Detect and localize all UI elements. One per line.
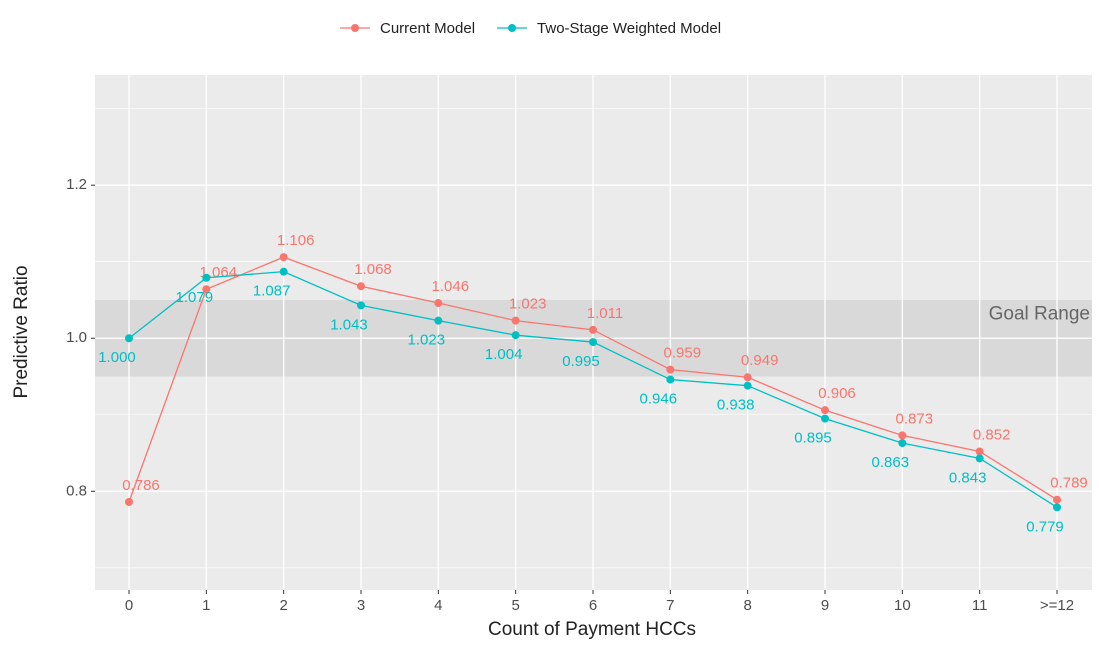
- point: [279, 267, 288, 276]
- x-tick-label: 9: [821, 597, 829, 614]
- y-tick-label: 0.8: [66, 482, 87, 499]
- data-label: 1.043: [330, 316, 368, 333]
- point: [821, 414, 829, 423]
- data-label: 1.068: [354, 261, 392, 278]
- x-tick-label: 7: [666, 597, 674, 614]
- point: [357, 282, 365, 291]
- data-label: 0.852: [973, 426, 1011, 443]
- y-axis-title: Predictive Ratio: [11, 265, 32, 398]
- point: [279, 253, 288, 262]
- x-tick-label: 0: [125, 597, 133, 614]
- x-tick-label: 1: [202, 597, 210, 614]
- point: [202, 285, 211, 294]
- point: [125, 497, 133, 506]
- data-label: 0.946: [640, 391, 678, 408]
- x-tick-label: 5: [511, 597, 519, 614]
- x-tick-label: 11: [972, 597, 988, 614]
- data-label: 0.906: [818, 385, 856, 402]
- legend-label: Two-Stage Weighted Model: [537, 20, 721, 37]
- point: [743, 381, 752, 390]
- data-label: 1.023: [509, 296, 547, 313]
- y-tick-label: 1.0: [66, 329, 87, 346]
- data-label: 0.843: [949, 469, 987, 486]
- point: [743, 373, 752, 382]
- point: [511, 316, 520, 325]
- data-label: 1.000: [98, 349, 136, 366]
- data-label: 0.786: [122, 477, 160, 494]
- point: [975, 447, 984, 456]
- legend-label: Current Model: [380, 20, 475, 37]
- x-tick-label: >=12: [1040, 597, 1074, 614]
- point: [357, 301, 365, 310]
- data-label: 0.895: [794, 430, 832, 447]
- x-tick-label: 3: [357, 597, 365, 614]
- point: [898, 439, 907, 448]
- data-label: 1.106: [277, 232, 315, 249]
- data-label: 1.079: [176, 289, 214, 306]
- point: [202, 273, 211, 282]
- legend-key-point: [351, 24, 359, 32]
- x-tick-label: 6: [589, 597, 597, 614]
- data-label: 1.023: [408, 332, 446, 349]
- point: [975, 454, 984, 463]
- data-label: 0.938: [717, 397, 755, 414]
- point: [666, 365, 675, 374]
- data-label: 0.959: [664, 345, 702, 362]
- point: [1053, 495, 1061, 504]
- data-label: 0.949: [741, 352, 779, 369]
- data-label: 0.863: [872, 454, 910, 471]
- point: [821, 406, 829, 415]
- point: [125, 334, 133, 343]
- data-label: 0.873: [896, 410, 934, 427]
- data-label: 1.011: [587, 305, 623, 322]
- data-label: 1.087: [253, 283, 291, 300]
- point: [589, 338, 597, 347]
- x-axis-title: Count of Payment HCCs: [488, 619, 696, 640]
- legend-item: Two-Stage Weighted Model: [497, 20, 721, 37]
- data-label: 0.789: [1050, 475, 1088, 492]
- point: [589, 325, 597, 334]
- legend-key-point: [508, 24, 517, 32]
- point: [434, 316, 443, 325]
- x-tick-label: 10: [894, 597, 911, 614]
- point: [1053, 503, 1061, 512]
- x-tick-label: 2: [279, 597, 287, 614]
- x-tick-label: 4: [434, 597, 442, 614]
- point: [434, 299, 443, 308]
- point: [666, 375, 675, 384]
- legend-item: Current Model: [340, 20, 475, 37]
- x-tick-label: 8: [743, 597, 751, 614]
- data-label: 0.995: [562, 353, 600, 370]
- point: [511, 331, 520, 340]
- y-tick-label: 1.2: [66, 176, 87, 193]
- point: [898, 431, 907, 440]
- data-label: 1.046: [432, 278, 470, 295]
- goal-label: Goal Range: [989, 303, 1090, 324]
- data-label: 0.779: [1026, 518, 1064, 535]
- data-label: 1.004: [485, 346, 523, 363]
